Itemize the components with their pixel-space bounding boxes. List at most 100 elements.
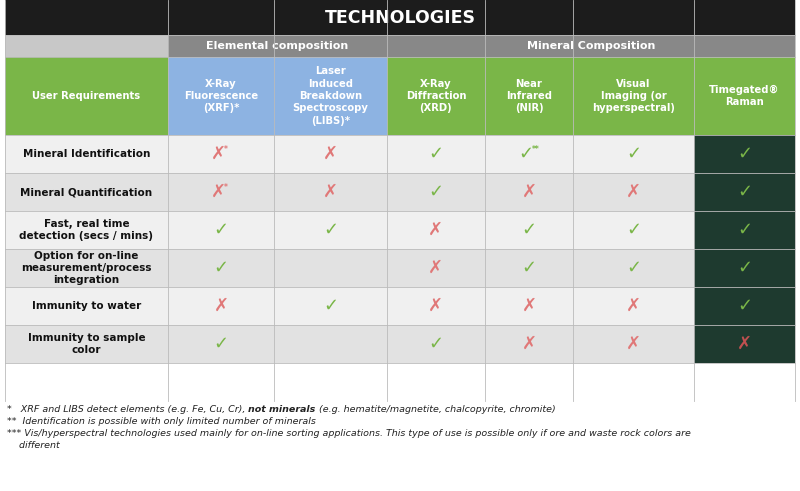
Text: ✓: ✓ — [626, 221, 641, 239]
Text: ✗: ✗ — [522, 335, 537, 353]
Bar — [486, 135, 573, 173]
Bar — [386, 325, 486, 363]
Bar — [5, 211, 168, 249]
Bar — [486, 211, 573, 249]
Bar — [168, 249, 274, 287]
Text: ✗: ✗ — [323, 145, 338, 163]
Text: Option for on-line
measurement/process
integration: Option for on-line measurement/process i… — [21, 250, 152, 285]
Text: ✓: ✓ — [518, 145, 534, 163]
Text: X-Ray
Diffraction
(XRD): X-Ray Diffraction (XRD) — [406, 79, 466, 113]
Text: ✗: ✗ — [737, 335, 752, 353]
Text: TECHNOLOGIES: TECHNOLOGIES — [325, 8, 475, 27]
Text: ✓: ✓ — [522, 221, 537, 239]
Text: (e.g. hematite/magnetite, chalcopyrite, chromite): (e.g. hematite/magnetite, chalcopyrite, … — [316, 405, 555, 413]
Text: ✗: ✗ — [626, 335, 641, 353]
Text: ✗: ✗ — [210, 145, 226, 163]
Text: ✗: ✗ — [428, 259, 443, 277]
Bar — [573, 173, 694, 211]
Bar — [5, 57, 168, 135]
Text: ✓: ✓ — [626, 259, 641, 277]
Bar — [168, 35, 386, 57]
Text: ✓: ✓ — [214, 335, 229, 353]
Bar — [5, 325, 168, 363]
Text: ✓: ✓ — [323, 297, 338, 315]
Bar — [694, 57, 795, 135]
Text: ✓: ✓ — [737, 221, 752, 239]
Text: **: ** — [532, 144, 540, 154]
Text: Laser
Induced
Breakdown
Spectroscopy
(LIBS)*: Laser Induced Breakdown Spectroscopy (LI… — [293, 66, 368, 126]
Text: ✓: ✓ — [737, 297, 752, 315]
Text: *   XRF and LIBS detect elements (e.g. Fe, Cu, Cr),: * XRF and LIBS detect elements (e.g. Fe,… — [7, 405, 248, 413]
Text: Immunity to sample
color: Immunity to sample color — [27, 333, 145, 355]
Bar — [168, 325, 274, 363]
Bar — [573, 325, 694, 363]
Bar — [486, 287, 573, 325]
Bar — [168, 287, 274, 325]
Bar — [274, 135, 386, 173]
Text: ✓: ✓ — [522, 259, 537, 277]
Text: User Requirements: User Requirements — [32, 91, 141, 101]
Bar — [168, 135, 274, 173]
Text: ✗: ✗ — [214, 297, 229, 315]
Text: ✗: ✗ — [428, 221, 443, 239]
Text: ✓: ✓ — [737, 183, 752, 201]
Bar — [486, 325, 573, 363]
Bar — [274, 325, 386, 363]
Text: ✓: ✓ — [626, 145, 641, 163]
Bar — [168, 173, 274, 211]
Bar — [694, 325, 795, 363]
Bar — [5, 287, 168, 325]
Bar — [386, 173, 486, 211]
Text: Mineral Identification: Mineral Identification — [22, 149, 150, 159]
Bar — [5, 135, 168, 173]
Bar — [694, 249, 795, 287]
Bar — [274, 211, 386, 249]
Bar — [573, 287, 694, 325]
Bar — [274, 173, 386, 211]
Text: ✗: ✗ — [626, 297, 641, 315]
Text: not minerals: not minerals — [248, 405, 316, 413]
Bar — [694, 211, 795, 249]
Bar — [573, 135, 694, 173]
Bar — [5, 35, 795, 57]
Text: ✓: ✓ — [323, 221, 338, 239]
Text: Mineral Composition: Mineral Composition — [526, 41, 655, 51]
Text: different: different — [7, 440, 60, 449]
Bar — [274, 57, 386, 135]
Text: *: * — [224, 183, 228, 191]
Text: *** Vis/hyperspectral technologies used mainly for on-line sorting applications.: *** Vis/hyperspectral technologies used … — [7, 429, 691, 437]
Text: ✗: ✗ — [428, 297, 443, 315]
Bar — [486, 173, 573, 211]
Bar — [486, 249, 573, 287]
Bar — [168, 211, 274, 249]
Bar — [694, 173, 795, 211]
Text: Elemental composition: Elemental composition — [206, 41, 348, 51]
Bar — [5, 173, 168, 211]
Text: ✓: ✓ — [214, 259, 229, 277]
Bar — [573, 57, 694, 135]
Text: ✓: ✓ — [428, 335, 443, 353]
Bar — [386, 57, 486, 135]
Text: Mineral Quantification: Mineral Quantification — [20, 187, 153, 197]
Bar — [386, 249, 486, 287]
Bar — [573, 249, 694, 287]
Text: *: * — [224, 144, 228, 154]
Bar — [386, 211, 486, 249]
Text: ✗: ✗ — [210, 183, 226, 201]
Bar — [5, 0, 795, 35]
Text: Timegated®
Raman: Timegated® Raman — [710, 85, 780, 107]
Bar — [694, 135, 795, 173]
Bar — [5, 249, 168, 287]
Bar — [386, 135, 486, 173]
Bar — [386, 35, 795, 57]
Text: ✗: ✗ — [522, 297, 537, 315]
Text: X-Ray
Fluorescence
(XRF)*: X-Ray Fluorescence (XRF)* — [184, 79, 258, 113]
Bar — [486, 57, 573, 135]
Text: ✗: ✗ — [522, 183, 537, 201]
Text: ✓: ✓ — [737, 259, 752, 277]
Text: ✓: ✓ — [737, 145, 752, 163]
Text: **  Identification is possible with only limited number of minerals: ** Identification is possible with only … — [7, 416, 316, 426]
Bar — [386, 287, 486, 325]
Text: ✓: ✓ — [428, 145, 443, 163]
Text: ✗: ✗ — [626, 183, 641, 201]
